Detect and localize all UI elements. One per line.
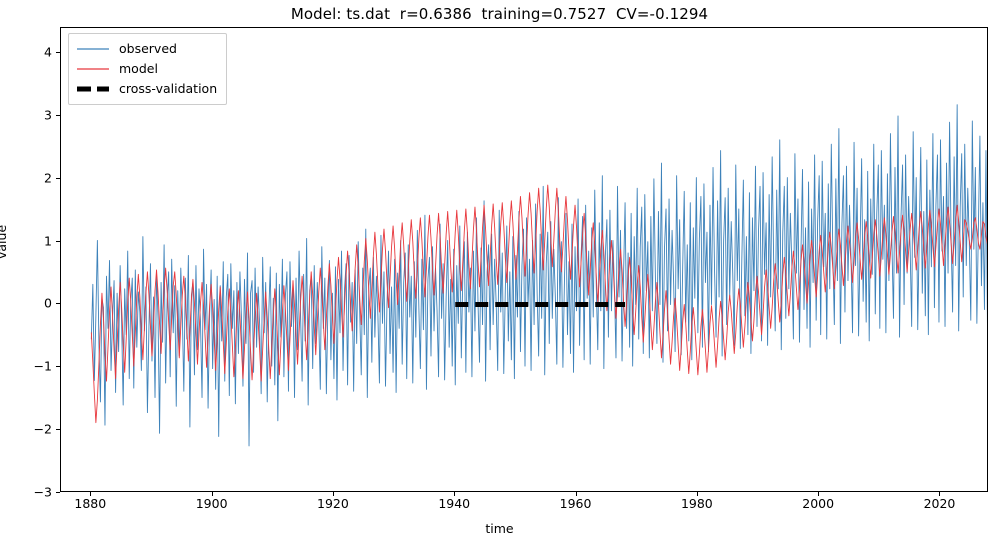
y-tick-mark: [56, 303, 60, 305]
x-tick-label: 2020: [923, 496, 956, 511]
y-axis-label: value: [0, 224, 9, 259]
x-tick-mark: [332, 492, 334, 496]
x-tick-label: 1920: [317, 496, 349, 511]
x-tick-label: 1980: [680, 496, 713, 511]
legend: observed model cross-validation: [68, 33, 228, 105]
y-tick-label: 4: [44, 44, 52, 60]
x-axis-label: time: [485, 521, 514, 536]
x-tick-mark: [90, 492, 92, 496]
legend-line-observed-icon: [76, 42, 110, 56]
x-tick-label: 1940: [438, 496, 471, 511]
legend-line-model-icon: [76, 62, 110, 76]
x-tick-mark: [696, 492, 698, 496]
y-tick-mark: [56, 429, 60, 431]
x-tick-label: 1960: [559, 496, 592, 511]
y-tick-mark: [56, 366, 60, 368]
x-tick-mark: [211, 492, 213, 496]
legend-line-cross-validation-icon: [76, 82, 110, 96]
legend-item-cross-validation: cross-validation: [76, 79, 217, 99]
y-tick-label: −1: [33, 358, 52, 374]
y-tick-mark: [56, 492, 60, 493]
y-tick-mark: [56, 240, 60, 242]
legend-item-observed: observed: [76, 39, 217, 59]
series-observed: [90, 104, 987, 447]
y-tick-label: −2: [33, 421, 52, 437]
y-tick-label: −3: [33, 484, 52, 500]
x-tick-mark: [818, 492, 820, 496]
legend-label-observed: observed: [119, 41, 177, 56]
series-model: [90, 184, 987, 424]
x-tick-label: 2000: [802, 496, 835, 511]
y-tick-label: 0: [44, 295, 52, 311]
x-tick-label: 1880: [74, 496, 107, 511]
y-tick-mark: [56, 52, 60, 54]
legend-label-model: model: [119, 61, 158, 76]
legend-label-cross-validation: cross-validation: [119, 81, 218, 96]
x-tick-mark: [939, 492, 941, 496]
y-tick-mark: [56, 114, 60, 116]
plot-canvas: [90, 104, 987, 447]
x-tick-mark: [454, 492, 456, 496]
y-tick-label: 2: [44, 170, 52, 186]
x-tick-label: 1900: [195, 496, 228, 511]
y-tick-label: 3: [44, 107, 52, 123]
page-title: Model: ts.dat r=0.6386 training=0.7527 C…: [290, 5, 709, 23]
y-tick-mark: [56, 177, 60, 179]
x-tick-mark: [575, 492, 577, 496]
y-tick-label: 1: [44, 233, 52, 249]
legend-item-model: model: [76, 59, 217, 79]
